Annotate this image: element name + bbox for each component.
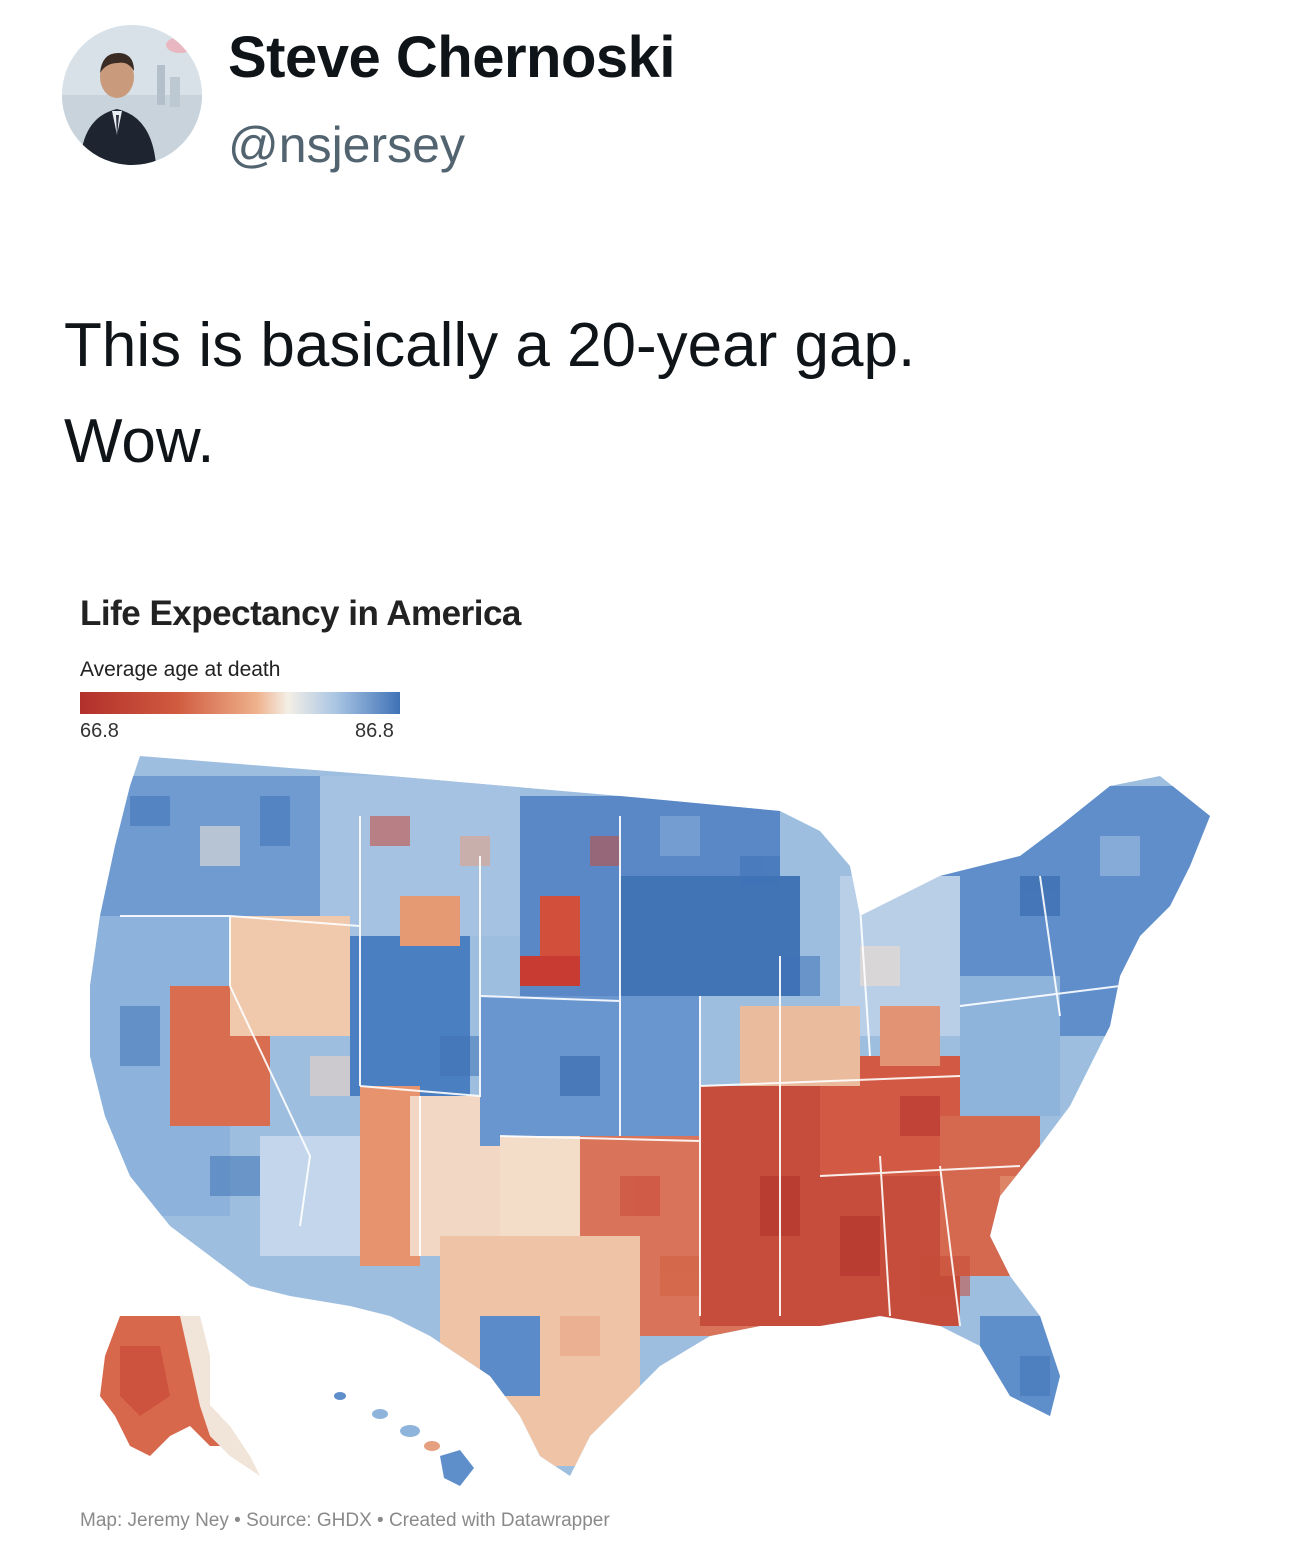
- tweet-text-line: Wow.: [64, 407, 215, 476]
- tweet-media-image[interactable]: Life Expectancy in America Average age a…: [60, 570, 1240, 1550]
- map-title: Life Expectancy in America: [80, 594, 521, 633]
- alaska-region: [100, 1316, 260, 1476]
- tweet-text-line: This is basically a 20-year gap.: [64, 311, 916, 380]
- map-credits: Map: Jeremy Ney • Source: GHDX • Created…: [80, 1510, 610, 1531]
- author-display-name[interactable]: Steve Chernoski: [228, 25, 676, 90]
- author-handle[interactable]: @nsjersey: [228, 117, 465, 173]
- legend-min-label: 66.8: [80, 720, 119, 742]
- legend-max-label: 86.8: [355, 720, 394, 742]
- author-avatar[interactable]: [62, 25, 202, 165]
- tweet-text: This is basically a 20-year gap. Wow.: [64, 298, 1244, 490]
- us-choropleth-map: [90, 756, 1210, 1486]
- legend-title: Average age at death: [80, 658, 281, 681]
- hawaii-region: [334, 1392, 474, 1486]
- legend-color-scale: [80, 692, 400, 714]
- avatar-photo: [62, 25, 202, 165]
